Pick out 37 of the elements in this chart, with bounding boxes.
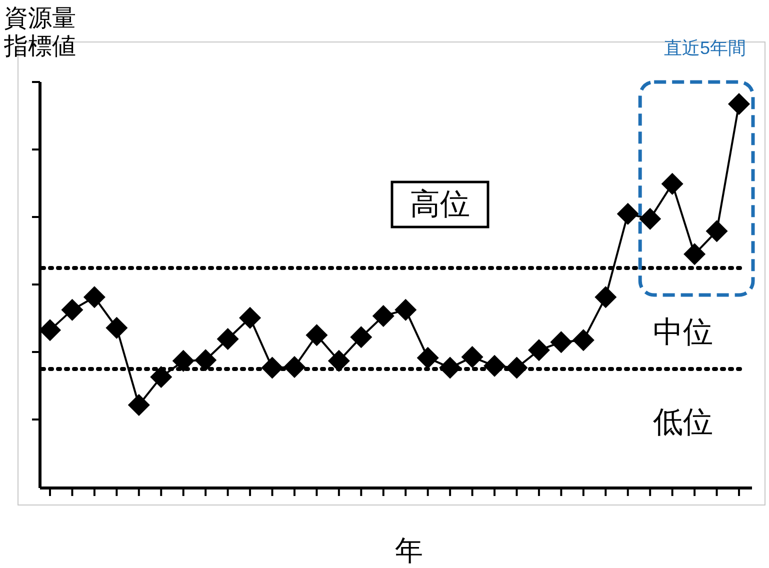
point — [550, 331, 572, 354]
annotation: 高位 — [410, 188, 470, 221]
point — [528, 339, 550, 362]
point — [461, 346, 484, 368]
point — [506, 356, 528, 379]
point — [106, 316, 128, 339]
x-axis-title: 年 — [395, 535, 423, 566]
point — [728, 93, 750, 115]
point — [194, 349, 217, 372]
point — [239, 306, 262, 329]
point — [372, 304, 394, 327]
point — [61, 298, 84, 321]
point — [172, 350, 194, 372]
point — [639, 208, 662, 230]
point — [684, 243, 706, 266]
point — [439, 356, 462, 379]
point — [594, 286, 617, 308]
point — [83, 286, 106, 308]
annotation: 中位 — [653, 316, 713, 349]
point — [394, 298, 417, 321]
point — [283, 356, 306, 378]
point — [616, 202, 639, 225]
point — [306, 324, 328, 346]
point — [661, 172, 684, 195]
point — [484, 354, 506, 377]
point — [216, 328, 239, 350]
y-axis-title: 資源量指標値 — [3, 5, 76, 60]
point — [150, 366, 172, 388]
annotation: 低位 — [653, 406, 713, 439]
point — [572, 329, 594, 352]
point — [416, 346, 439, 369]
point — [328, 350, 350, 372]
point — [706, 220, 728, 242]
text: 直近5年間 — [664, 38, 746, 58]
point — [350, 326, 372, 348]
point — [128, 394, 150, 416]
point — [261, 356, 284, 379]
